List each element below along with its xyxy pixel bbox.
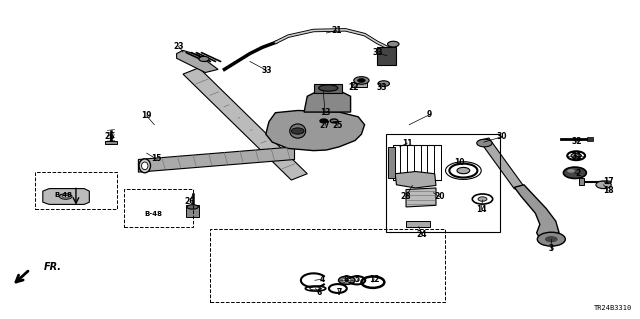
Text: 11: 11 [402, 138, 413, 148]
Bar [186, 205, 199, 217]
Text: 6: 6 [316, 288, 321, 297]
Circle shape [320, 119, 328, 123]
Circle shape [339, 276, 355, 285]
Text: 7: 7 [337, 288, 342, 297]
Circle shape [604, 180, 612, 184]
Polygon shape [266, 110, 365, 151]
Ellipse shape [60, 194, 72, 199]
Circle shape [596, 181, 611, 189]
Text: 33: 33 [372, 48, 383, 57]
Text: 19: 19 [141, 111, 152, 120]
Bar [314, 84, 342, 93]
Polygon shape [177, 50, 218, 72]
Text: 14: 14 [476, 205, 486, 214]
Text: 8: 8 [344, 275, 349, 284]
Text: 30: 30 [497, 132, 508, 141]
Text: 22: 22 [349, 83, 359, 92]
Ellipse shape [290, 124, 306, 138]
Text: 12: 12 [369, 275, 380, 284]
Text: FR.: FR. [44, 262, 62, 272]
Ellipse shape [139, 159, 150, 173]
Bar [587, 137, 593, 141]
Bar [351, 82, 367, 87]
Circle shape [567, 169, 575, 173]
Text: 13: 13 [320, 108, 330, 117]
Text: 2: 2 [575, 169, 580, 178]
Polygon shape [406, 188, 436, 207]
Circle shape [343, 278, 351, 282]
Text: B-48: B-48 [54, 192, 72, 198]
Text: 24: 24 [417, 230, 428, 239]
Ellipse shape [187, 205, 198, 209]
Text: 23: 23 [173, 42, 184, 51]
Text: 3: 3 [548, 244, 554, 253]
Text: 25: 25 [333, 121, 343, 130]
Polygon shape [183, 68, 307, 180]
Text: B-48: B-48 [144, 211, 162, 217]
Text: 9: 9 [427, 110, 432, 119]
Ellipse shape [63, 195, 69, 198]
Text: 32: 32 [572, 137, 582, 146]
Circle shape [334, 286, 342, 290]
Text: 17: 17 [603, 176, 613, 186]
Polygon shape [304, 90, 351, 112]
Circle shape [478, 197, 487, 201]
Text: 4: 4 [320, 275, 325, 284]
Circle shape [545, 236, 557, 242]
Ellipse shape [319, 85, 338, 91]
Bar [35, 172, 116, 210]
Text: 27: 27 [320, 121, 330, 130]
Circle shape [388, 41, 399, 47]
Text: 33: 33 [261, 66, 272, 75]
Bar [211, 229, 445, 302]
Circle shape [358, 78, 365, 82]
Circle shape [199, 56, 209, 62]
Polygon shape [515, 185, 559, 241]
Polygon shape [43, 189, 90, 204]
Text: TR24B3310: TR24B3310 [594, 305, 632, 311]
Circle shape [291, 128, 304, 134]
Ellipse shape [310, 287, 321, 290]
Circle shape [477, 139, 492, 147]
Text: 21: 21 [332, 26, 342, 35]
Text: 28: 28 [401, 192, 412, 201]
Text: 31: 31 [572, 152, 582, 161]
Bar [579, 178, 584, 185]
Text: 33: 33 [376, 83, 387, 92]
Circle shape [457, 167, 470, 174]
Text: 26: 26 [104, 132, 115, 141]
Bar [406, 221, 430, 227]
Bar [378, 47, 396, 65]
Bar [387, 134, 500, 232]
Text: 18: 18 [603, 186, 613, 195]
Polygon shape [395, 172, 436, 188]
Bar [124, 189, 193, 227]
Circle shape [378, 81, 390, 86]
Polygon shape [138, 147, 294, 172]
Circle shape [367, 279, 380, 286]
Bar [388, 147, 394, 178]
Circle shape [354, 77, 369, 84]
Circle shape [563, 167, 586, 178]
Text: 15: 15 [151, 154, 161, 163]
Circle shape [571, 153, 581, 158]
Text: 26: 26 [185, 197, 195, 206]
Text: 10: 10 [454, 158, 464, 167]
Text: 5: 5 [355, 275, 360, 284]
Ellipse shape [141, 162, 148, 170]
Circle shape [330, 119, 338, 123]
Circle shape [538, 232, 565, 246]
Bar [394, 145, 441, 180]
Bar [104, 141, 117, 144]
Polygon shape [479, 138, 524, 189]
Text: 20: 20 [435, 192, 445, 201]
